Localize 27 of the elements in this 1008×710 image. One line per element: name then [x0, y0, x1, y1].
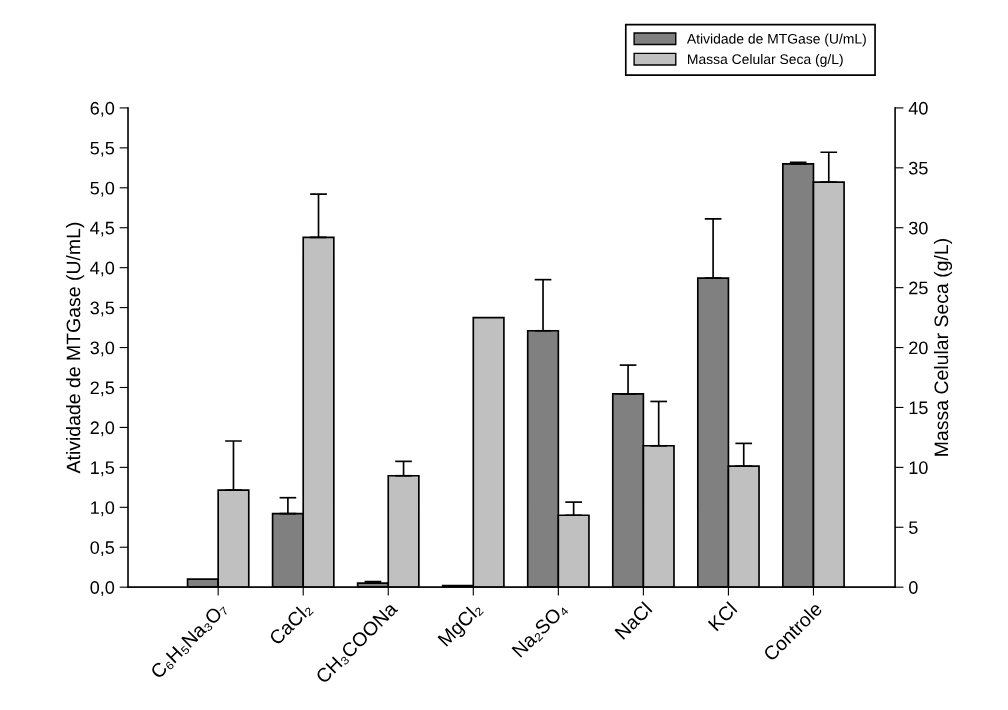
y-axis-title: Atividade de MTGase (U/mL) [66, 222, 85, 474]
y-tick-label: 0,0 [90, 581, 115, 597]
legend-label: Massa Celular Seca (g/L) [688, 53, 843, 67]
y-tick-label: 1,0 [91, 501, 115, 517]
y2-axis-title: Massa Celular Seca (g/L) [933, 239, 953, 456]
y2-tick-label: 35 [908, 161, 928, 175]
y2-tick-label: 15 [909, 401, 928, 415]
y-tick-label: 5,0 [90, 181, 115, 197]
y2-tick-label: 0 [909, 581, 918, 594]
y-tick-label: 4,5 [90, 221, 115, 237]
y2-tick-label: 5 [909, 521, 918, 534]
y2-tick-label: 20 [909, 341, 928, 355]
y-tick-label: 6,0 [90, 101, 115, 117]
y-tick-label: 2,5 [90, 381, 115, 397]
y-tick-label: 5,5 [90, 141, 115, 157]
y-tick-label: 3,0 [90, 341, 115, 357]
y2-tick-label: 40 [908, 101, 928, 115]
y-tick-label: 0,5 [90, 541, 115, 557]
y-tick-label: 4,0 [90, 261, 115, 277]
y-tick-label: 1,5 [91, 461, 115, 477]
y-tick-label: 2,0 [90, 421, 115, 437]
legend-label: Atividade de MTGase (U/mL) [686, 33, 866, 47]
y2-tick-label: 30 [908, 221, 928, 235]
y2-tick-label: 25 [909, 281, 928, 295]
x-tick-label: KCl [707, 601, 738, 632]
y2-tick-label: 10 [909, 461, 928, 475]
y-tick-label: 3,5 [90, 301, 115, 317]
